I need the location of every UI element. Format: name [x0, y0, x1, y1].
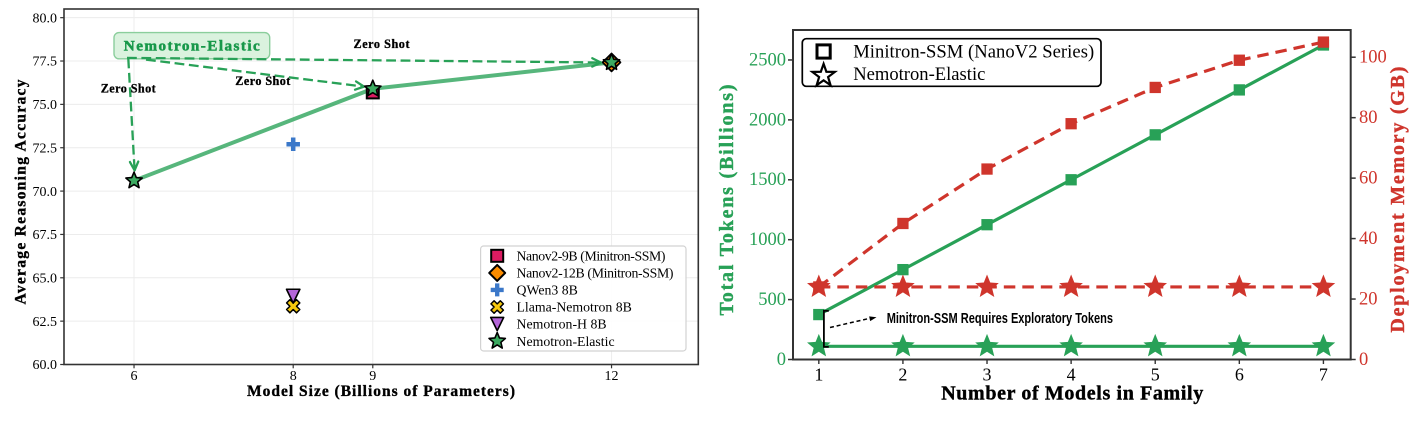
svg-text:2000: 2000 [749, 110, 786, 130]
svg-text:6: 6 [1235, 365, 1244, 385]
svg-text:8: 8 [290, 369, 297, 384]
svg-text:40: 40 [1359, 229, 1378, 249]
svg-text:Nemotron-Elastic: Nemotron-Elastic [517, 334, 615, 349]
svg-text:QWen3 8B: QWen3 8B [517, 283, 578, 298]
svg-text:500: 500 [758, 290, 786, 310]
svg-text:1500: 1500 [749, 170, 786, 190]
svg-text:Nemotron-Elastic: Nemotron-Elastic [853, 64, 985, 85]
svg-text:Nanov2-9B (Minitron-SSM): Nanov2-9B (Minitron-SSM) [517, 249, 666, 265]
svg-text:Llama-Nemotron 8B: Llama-Nemotron 8B [517, 300, 632, 315]
svg-text:Minitron-SSM (NanoV2 Series): Minitron-SSM (NanoV2 Series) [853, 42, 1094, 63]
svg-text:4: 4 [1067, 365, 1076, 385]
svg-text:80: 80 [1359, 108, 1378, 128]
svg-text:7: 7 [1319, 365, 1328, 385]
svg-text:Number of Models in Family: Number of Models in Family [941, 382, 1203, 404]
svg-text:12: 12 [605, 369, 619, 384]
svg-text:100: 100 [1359, 48, 1387, 68]
svg-text:0: 0 [1359, 350, 1368, 370]
svg-text:72.5: 72.5 [33, 141, 58, 156]
svg-text:Zero Shot: Zero Shot [354, 37, 410, 51]
svg-text:20: 20 [1359, 289, 1378, 309]
svg-text:70.0: 70.0 [33, 185, 58, 200]
svg-text:Model Size (Billions of Parame: Model Size (Billions of Parameters) [247, 383, 515, 400]
svg-text:60: 60 [1359, 169, 1378, 189]
svg-text:0: 0 [777, 350, 786, 370]
svg-text:80.0: 80.0 [33, 11, 58, 26]
svg-text:Nemotron-Elastic: Nemotron-Elastic [124, 37, 260, 54]
svg-text:Zero Shot: Zero Shot [101, 82, 156, 96]
svg-text:2500: 2500 [749, 50, 786, 70]
svg-text:Nemotron-H 8B: Nemotron-H 8B [517, 317, 607, 332]
svg-text:Nanov2-12B (Minitron-SSM): Nanov2-12B (Minitron-SSM) [517, 266, 674, 282]
svg-text:Average Reasoning Accuracy: Average Reasoning Accuracy [13, 79, 30, 304]
svg-text:62.5: 62.5 [33, 315, 58, 330]
svg-text:Minitron-SSM Requires Explorat: Minitron-SSM Requires Exploratory Tokens [887, 311, 1113, 327]
svg-text:Total Tokens (Billions): Total Tokens (Billions) [716, 85, 738, 316]
svg-text:67.5: 67.5 [33, 228, 58, 243]
svg-text:65.0: 65.0 [33, 271, 58, 286]
svg-text:3: 3 [983, 365, 992, 385]
svg-text:9: 9 [369, 369, 376, 384]
svg-text:6: 6 [131, 369, 138, 384]
svg-text:1000: 1000 [749, 230, 786, 250]
svg-text:1: 1 [814, 365, 823, 385]
svg-text:5: 5 [1151, 365, 1160, 385]
svg-text:60.0: 60.0 [33, 358, 58, 373]
svg-text:2: 2 [898, 365, 907, 385]
svg-text:Zero Shot: Zero Shot [235, 74, 290, 88]
svg-text:77.5: 77.5 [33, 55, 58, 70]
svg-text:75.0: 75.0 [33, 98, 58, 113]
svg-text:Deployment Memory (GB): Deployment Memory (GB) [1387, 67, 1409, 333]
